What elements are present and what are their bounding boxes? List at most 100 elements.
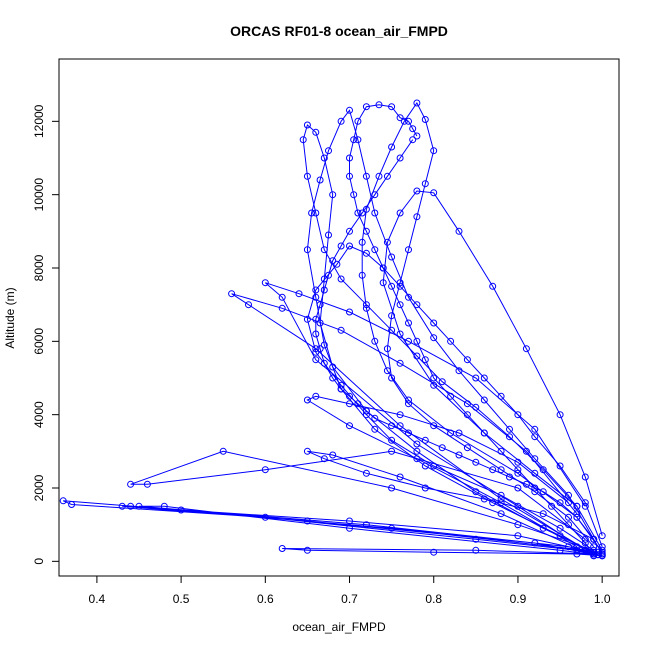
data-point	[472, 488, 480, 496]
data-point	[379, 279, 387, 287]
data-point	[346, 154, 353, 162]
data-point	[261, 279, 269, 287]
data-point	[514, 469, 522, 477]
y-tick-label: 10000	[32, 178, 46, 212]
data-point	[472, 546, 480, 554]
data-point	[539, 510, 547, 518]
data-point	[413, 447, 421, 455]
data-point	[308, 209, 316, 217]
data-point	[325, 231, 332, 239]
data-point	[594, 548, 602, 556]
data-point	[413, 187, 421, 195]
data-point	[346, 400, 353, 408]
data-point	[346, 517, 353, 525]
data-point	[463, 356, 471, 364]
data-point	[219, 447, 227, 455]
data-point	[590, 535, 598, 543]
data-point	[413, 337, 421, 345]
data-point	[514, 466, 522, 474]
data-point	[135, 502, 143, 510]
data-point	[388, 103, 396, 111]
data-point	[303, 172, 311, 180]
y-tick-label: 6000	[32, 328, 46, 355]
data-point	[278, 304, 286, 312]
y-tick-label: 2000	[32, 474, 46, 501]
data-point	[337, 385, 345, 393]
data-point	[497, 495, 505, 503]
data-point	[312, 330, 320, 338]
data-point	[421, 436, 429, 444]
data-point	[388, 312, 396, 320]
data-point	[358, 271, 366, 279]
x-tick-label: 0.7	[341, 592, 358, 606]
data-point	[590, 552, 598, 560]
x-tick-label: 0.9	[510, 592, 527, 606]
data-point	[396, 209, 404, 217]
data-point	[337, 326, 345, 334]
data-point	[421, 180, 429, 188]
data-point	[522, 447, 530, 455]
data-point	[472, 374, 480, 382]
x-tick-label: 0.5	[173, 592, 190, 606]
data-point	[598, 546, 606, 554]
data-point	[556, 411, 564, 419]
data-point	[556, 462, 564, 470]
series-line	[130, 450, 599, 553]
data-point	[421, 116, 429, 123]
data-point	[413, 301, 421, 309]
data-point	[556, 524, 564, 532]
series-line	[306, 109, 599, 556]
data-point	[514, 532, 522, 540]
data-point	[556, 546, 564, 554]
data-point	[413, 132, 421, 140]
y-axis: 0 2000 4000 6000 8000 10000 12000	[32, 104, 60, 565]
data-point	[320, 286, 328, 294]
data-point	[388, 282, 396, 290]
data-point	[383, 345, 391, 353]
data-point	[565, 491, 572, 499]
data-point	[383, 238, 391, 246]
data-point	[143, 480, 151, 488]
data-point	[362, 103, 370, 111]
data-point	[400, 117, 408, 125]
data-point	[127, 502, 135, 510]
data-point	[396, 114, 404, 122]
series-13	[379, 187, 606, 540]
data-point	[177, 506, 185, 514]
data-point	[337, 117, 345, 125]
data-point	[405, 396, 412, 404]
data-point	[581, 535, 589, 543]
data-point	[405, 293, 412, 301]
data-point	[303, 517, 311, 525]
data-point	[396, 301, 404, 309]
series-layer	[59, 99, 606, 560]
data-point	[320, 154, 328, 162]
data-point	[438, 378, 446, 386]
data-point	[388, 143, 396, 151]
data-point	[531, 425, 539, 433]
data-point	[539, 524, 547, 532]
y-tick-label: 0	[32, 558, 46, 565]
x-tick-label: 1.0	[594, 592, 611, 606]
data-point	[531, 433, 539, 441]
data-point	[480, 374, 488, 382]
data-point	[405, 117, 412, 125]
y-axis-label: Altitude (m)	[3, 287, 17, 348]
data-point	[531, 469, 539, 477]
data-point	[354, 117, 362, 125]
y-tick-label: 4000	[32, 401, 46, 428]
data-point	[329, 191, 337, 199]
series-11	[303, 392, 581, 551]
data-point	[573, 513, 581, 521]
data-point	[430, 334, 438, 342]
series-line	[302, 124, 603, 553]
x-tick-label: 0.8	[425, 592, 442, 606]
data-point	[396, 473, 404, 481]
data-point	[573, 510, 581, 518]
data-point	[430, 319, 438, 327]
data-point	[455, 429, 463, 437]
series-8	[261, 279, 589, 554]
data-point	[598, 532, 606, 540]
data-point	[413, 440, 421, 448]
data-point	[565, 543, 572, 551]
